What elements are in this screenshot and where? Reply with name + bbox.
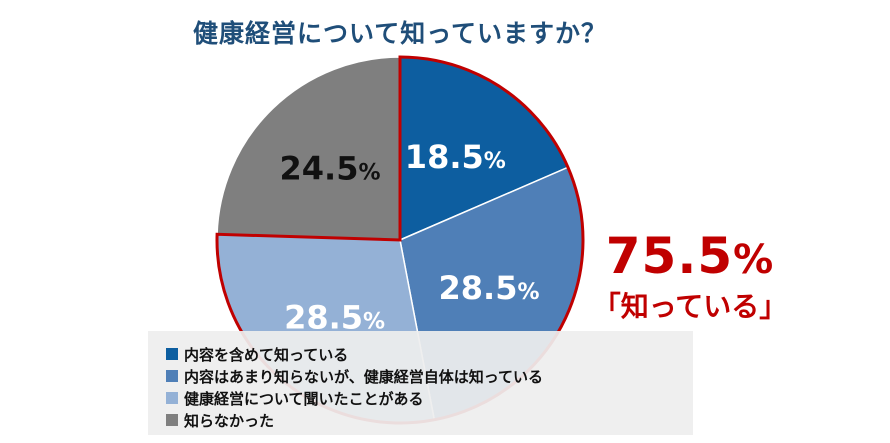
known-callout: 75.5% 「知っている」 — [590, 228, 790, 324]
slice-value-label: 24.5% — [280, 150, 381, 188]
legend: 内容を含めて知っている 内容はあまり知らないが、健康経営自体は知っている 健康経… — [148, 331, 693, 435]
known-total-label: 「知っている」 — [592, 290, 788, 323]
legend-label: 内容はあまり知らないが、健康経営自体は知っている — [184, 367, 543, 386]
legend-item: 内容はあまり知らないが、健康経営自体は知っている — [166, 365, 693, 387]
known-total-value: 75.5% — [590, 228, 790, 288]
slice-value-label: 28.5% — [284, 299, 385, 337]
legend-item: 健康経営について聞いたことがある — [166, 387, 693, 409]
pie-slice — [216, 56, 401, 241]
chart-title: 健康経営について知っていますか？ — [192, 19, 607, 48]
slice-value-label: 28.5% — [439, 269, 540, 307]
legend-label: 健康経営について聞いたことがある — [184, 389, 424, 408]
legend-swatch — [166, 392, 178, 404]
legend-swatch — [166, 348, 178, 360]
legend-label: 知らなかった — [184, 411, 275, 430]
known-total-number: 75.5 — [605, 227, 734, 285]
legend-item: 知らなかった — [166, 409, 693, 431]
legend-item: 内容を含めて知っている — [166, 343, 693, 365]
known-total-unit: % — [733, 237, 775, 283]
legend-swatch — [166, 414, 178, 426]
slice-value-label: 18.5% — [405, 138, 506, 176]
slice-labels: 18.5% 28.5% 28.5% 24.5% — [280, 138, 540, 337]
legend-label: 内容を含めて知っている — [184, 345, 349, 364]
legend-swatch — [166, 370, 178, 382]
